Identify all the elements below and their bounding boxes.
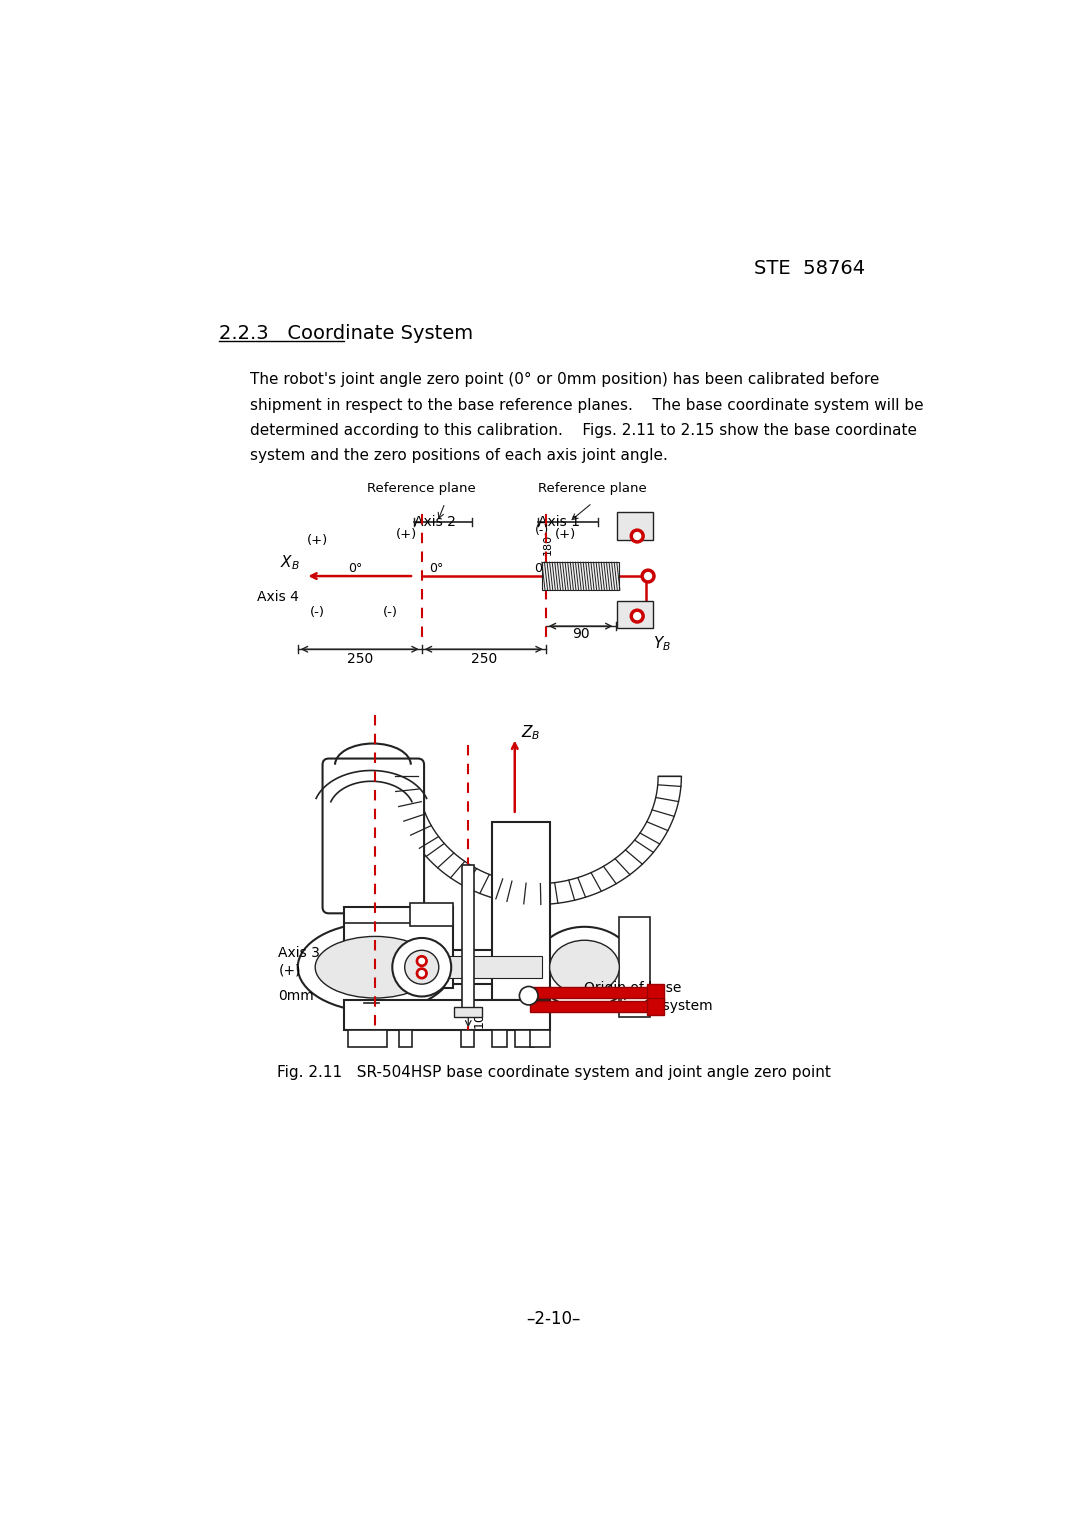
Bar: [619, 917, 650, 1018]
Bar: [455, 1007, 482, 1016]
Bar: [530, 987, 650, 998]
Text: (-): (-): [535, 524, 549, 536]
Text: 250: 250: [471, 652, 497, 666]
Ellipse shape: [315, 937, 435, 998]
Text: $Y_B$: $Y_B$: [652, 634, 671, 652]
Circle shape: [405, 950, 438, 984]
Text: determined according to this calibration.    Figs. 2.11 to 2.15 show the base co: determined according to this calibration…: [249, 423, 917, 439]
FancyBboxPatch shape: [323, 758, 424, 914]
Text: $Z_B$: $Z_B$: [521, 723, 540, 741]
Text: (+): (+): [307, 533, 327, 547]
Text: (+): (+): [554, 527, 576, 541]
Bar: [460, 1030, 474, 1047]
Bar: [647, 998, 663, 1015]
Ellipse shape: [550, 940, 619, 995]
Text: Reference plane: Reference plane: [367, 483, 476, 495]
Bar: [410, 903, 453, 926]
Text: shipment in respect to the base reference planes.    The base coordinate system : shipment in respect to the base referenc…: [249, 397, 923, 413]
Bar: [491, 1030, 507, 1047]
PathPatch shape: [394, 776, 681, 905]
Text: –2-10–: –2-10–: [526, 1309, 581, 1328]
Text: Fig. 2.11   SR-504HSP base coordinate system and joint angle zero point: Fig. 2.11 SR-504HSP base coordinate syst…: [276, 1065, 831, 1080]
Bar: [617, 601, 652, 628]
Bar: [399, 1030, 413, 1047]
Text: 250: 250: [347, 652, 373, 666]
Circle shape: [392, 938, 451, 996]
Circle shape: [416, 955, 428, 966]
Circle shape: [634, 533, 640, 539]
Text: 100: 100: [473, 1004, 486, 1028]
Bar: [422, 950, 545, 984]
Text: Axis 4: Axis 4: [257, 590, 299, 604]
Bar: [462, 865, 474, 1015]
Text: 2.2.3   Coordinate System: 2.2.3 Coordinate System: [218, 324, 473, 342]
Bar: [345, 999, 550, 1030]
Circle shape: [419, 958, 424, 964]
Text: Reference plane: Reference plane: [538, 483, 647, 495]
Text: (-): (-): [383, 607, 399, 619]
Bar: [542, 562, 619, 590]
Bar: [530, 1030, 550, 1047]
Circle shape: [519, 987, 538, 1005]
Text: 0°: 0°: [430, 562, 444, 575]
Bar: [345, 908, 453, 989]
Bar: [515, 1030, 535, 1047]
Text: (+): (+): [395, 527, 417, 541]
Ellipse shape: [298, 923, 453, 1012]
Text: Origin of base: Origin of base: [584, 981, 681, 995]
Text: coordinate system: coordinate system: [584, 999, 713, 1013]
Text: 0°: 0°: [348, 562, 363, 575]
Text: Axis 3: Axis 3: [279, 946, 321, 960]
Bar: [426, 957, 542, 978]
Text: 0mm: 0mm: [279, 989, 314, 1002]
Bar: [617, 512, 652, 539]
Circle shape: [645, 573, 651, 579]
Text: 0°: 0°: [535, 562, 549, 575]
Text: (+): (+): [279, 964, 301, 978]
Text: STE  58764: STE 58764: [754, 258, 865, 278]
Circle shape: [634, 613, 640, 619]
Text: $X_B$: $X_B$: [280, 553, 299, 571]
Text: Axis 1: Axis 1: [538, 515, 580, 529]
Bar: [647, 984, 663, 1001]
Text: Axis 2: Axis 2: [414, 515, 456, 529]
Text: 180: 180: [543, 533, 553, 555]
Bar: [491, 822, 550, 999]
Circle shape: [631, 610, 644, 623]
Circle shape: [416, 969, 428, 979]
Circle shape: [631, 529, 644, 542]
Text: (-): (-): [310, 607, 325, 619]
Circle shape: [419, 970, 424, 976]
Text: 90: 90: [571, 628, 590, 642]
Text: system and the zero positions of each axis joint angle.: system and the zero positions of each ax…: [249, 448, 667, 463]
Bar: [348, 1030, 387, 1047]
Circle shape: [642, 568, 656, 584]
Bar: [530, 1001, 650, 1012]
Ellipse shape: [535, 927, 635, 1007]
Text: The robot's joint angle zero point (0° or 0mm position) has been calibrated befo: The robot's joint angle zero point (0° o…: [249, 373, 879, 387]
